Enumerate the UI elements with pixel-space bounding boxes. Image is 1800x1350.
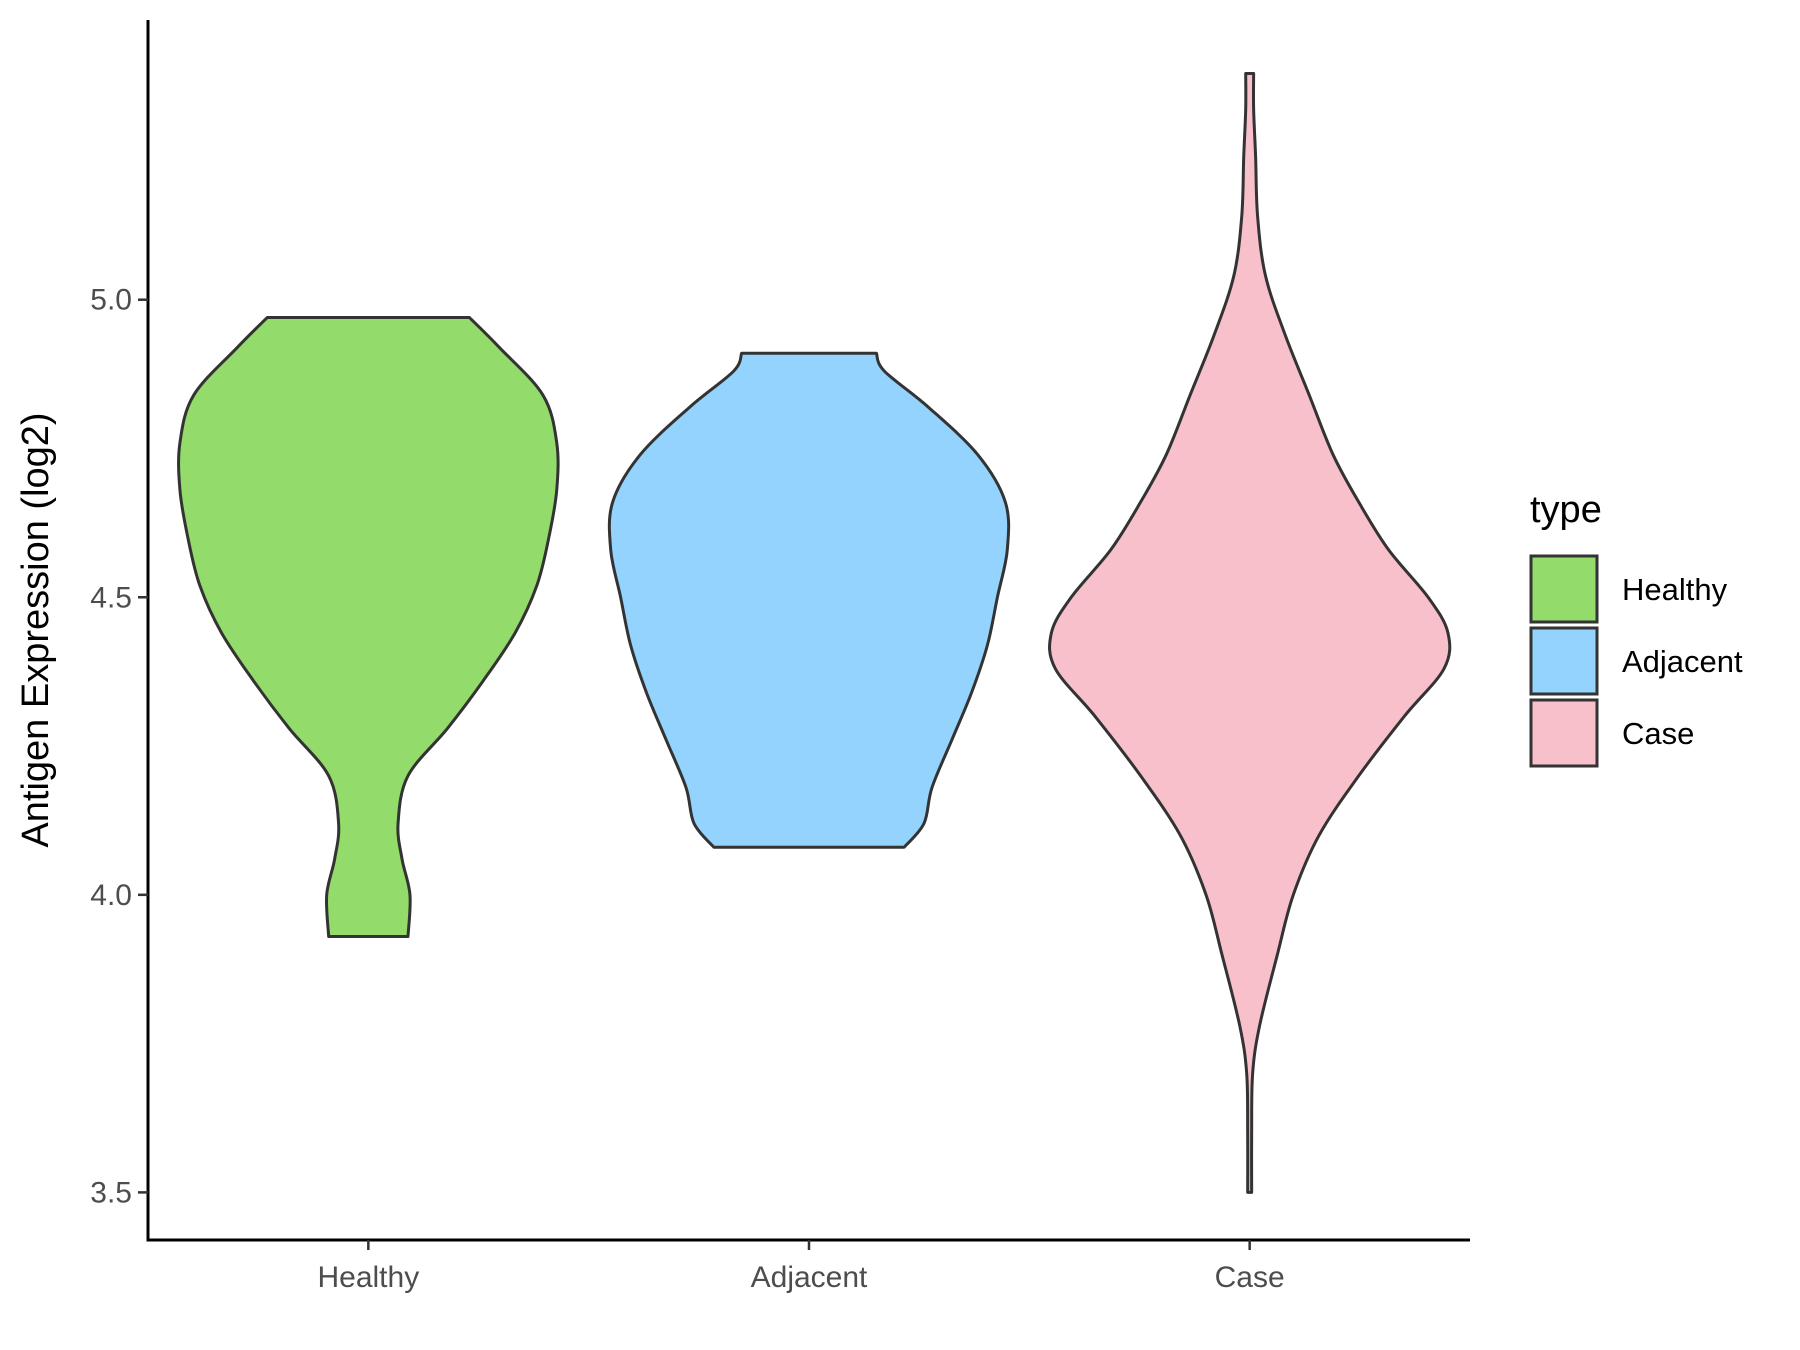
violin-adjacent <box>607 351 1011 849</box>
legend: type Healthy Adjacent Case <box>1529 489 1743 768</box>
y-axis-title: Antigen Expression (log2) <box>15 412 57 847</box>
x-tick-label: Adjacent <box>751 1261 868 1294</box>
y-tick-label: 3.5 <box>90 1176 132 1209</box>
legend-key-adjacent <box>1529 626 1599 696</box>
x-ticks: Healthy Adjacent Case <box>317 1240 1285 1294</box>
y-tick-label: 5.0 <box>90 284 132 317</box>
axes: 3.5 4.0 4.5 5.0 Healthy Adjacent Case <box>90 20 1470 1294</box>
violin-case <box>1048 72 1452 1194</box>
legend-key-case <box>1529 698 1599 768</box>
legend-items: Healthy Adjacent Case <box>1529 554 1743 768</box>
violin-healthy <box>177 316 560 938</box>
x-tick-label: Healthy <box>317 1261 419 1294</box>
legend-title: type <box>1530 489 1602 531</box>
legend-label: Adjacent <box>1622 644 1743 679</box>
legend-key-healthy <box>1529 554 1599 624</box>
y-tick-label: 4.0 <box>90 879 132 912</box>
violin-layer <box>177 72 1452 1194</box>
y-ticks: 3.5 4.0 4.5 5.0 <box>90 284 148 1209</box>
legend-label: Healthy <box>1622 572 1728 607</box>
legend-label: Case <box>1622 716 1694 751</box>
x-tick-label: Case <box>1215 1261 1285 1294</box>
y-tick-label: 4.5 <box>90 581 132 614</box>
